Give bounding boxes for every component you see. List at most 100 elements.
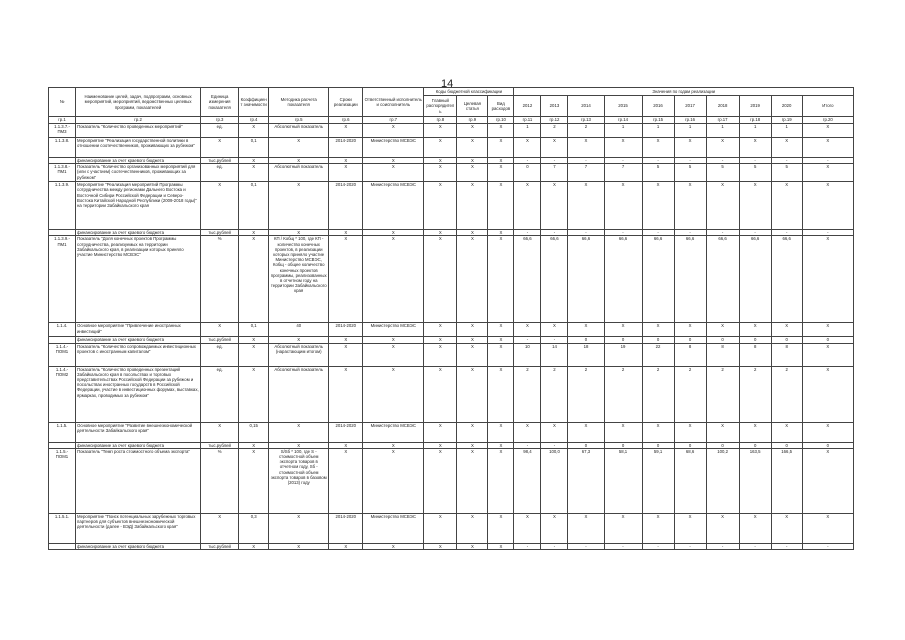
table-cell: X: [513, 512, 542, 544]
table-cell: 1.1.3.7.-ПМ3: [47, 123, 77, 138]
table-cell: 1.1.3.8.: [47, 137, 77, 158]
table-cell: X: [456, 421, 489, 443]
table-cell: X: [328, 542, 364, 551]
table-cell: X: [567, 322, 605, 338]
table-cell: X: [362, 123, 425, 138]
table-cell: X: [238, 163, 270, 183]
table-cell: 0: [673, 336, 707, 344]
table-cell: 1.1.4.: [47, 322, 77, 338]
table-cell: X: [801, 365, 855, 423]
table-cell: Абсолютный показатель: [268, 163, 330, 183]
table-cell: Абсолютный показатель (нарастающим итого…: [268, 342, 330, 367]
table-cell: Показатель "Темп роста стоимостного объе…: [75, 447, 202, 514]
table-cell: ед.: [200, 342, 240, 367]
table-cell: финансирование за счет краевого бюджета: [75, 156, 202, 165]
table-cell: 1: [738, 123, 772, 138]
header-year-2012: 2012: [513, 95, 542, 117]
table-cell: X: [423, 421, 458, 443]
table-cell: 7: [567, 163, 605, 183]
table-cell: X: [200, 421, 240, 443]
table-cell: X: [603, 421, 643, 443]
table-cell: X: [328, 235, 364, 324]
table-cell: 0: [801, 336, 855, 344]
table-cell: тыс.рублей: [200, 441, 240, 449]
table-cell: X: [268, 512, 330, 544]
table-cell: %: [200, 235, 240, 324]
table-cell: X: [362, 235, 425, 324]
table-row: финансирование за счет краевого бюджета т…: [47, 542, 855, 551]
table-cell: X: [362, 441, 425, 449]
table-cell: X: [487, 447, 515, 514]
table-cell: X: [705, 137, 740, 158]
table-cell: 2014-2020: [328, 137, 364, 158]
table-cell: X: [487, 229, 515, 237]
table-cell: 8: [673, 342, 707, 367]
table-cell: X: [362, 342, 425, 367]
header-year-2018: 2018: [705, 95, 740, 117]
table-cell: X: [423, 342, 458, 367]
table-cell: Мероприятие "Реализация государственной …: [75, 137, 202, 158]
table-cell: X: [770, 137, 803, 158]
table-cell: X: [200, 181, 240, 231]
column-number: гр.2: [75, 116, 202, 124]
table-cell: X: [456, 342, 489, 367]
table-cell: X: [540, 137, 569, 158]
table-cell: 0,1: [238, 181, 270, 231]
table-cell: Основное мероприятие "Привлечение иностр…: [75, 322, 202, 338]
table-cell: Абсолютный показатель: [268, 123, 330, 138]
column-number: гр.13: [567, 116, 605, 124]
table-cell: X: [513, 137, 542, 158]
table-cell: Министерство МСВЭС: [362, 137, 425, 158]
table-cell: 2: [540, 365, 569, 423]
table-cell: X: [513, 322, 542, 338]
column-number: гр.16: [673, 116, 707, 124]
table-cell: X: [268, 181, 330, 231]
table-cell: -: [641, 542, 675, 551]
table-cell: X: [770, 512, 803, 544]
table-cell: Показатель "Количество сопровождаемых ин…: [75, 342, 202, 367]
table-cell: -: [603, 542, 643, 551]
column-number: гр.18: [738, 116, 772, 124]
table-cell: X: [540, 181, 569, 231]
table-cell: ед.: [200, 163, 240, 183]
table-cell: X: [673, 181, 707, 231]
table-cell: X: [456, 365, 489, 423]
table-cell: X: [567, 181, 605, 231]
table-cell: X: [487, 336, 515, 344]
table-cell: 7: [603, 163, 643, 183]
table-cell: 10: [513, 342, 542, 367]
column-number: гр.19: [770, 116, 803, 124]
header-year-2014: 2014: [567, 95, 605, 117]
table-cell: X: [456, 163, 489, 183]
header-num: №: [47, 87, 77, 117]
table-cell: X: [268, 137, 330, 158]
table-cell: 2014-2020: [328, 421, 364, 443]
table-cell: 66,6: [673, 235, 707, 324]
table-cell: X: [673, 322, 707, 338]
table-cell: Показатель "Количество организованных ме…: [75, 163, 202, 183]
table-cell: 98,4: [513, 447, 542, 514]
table-cell: X: [456, 542, 489, 551]
column-number: гр.4: [238, 116, 270, 124]
table-cell: X: [362, 447, 425, 514]
table-cell: X: [362, 229, 425, 237]
table-cell: 1.1.3.8.-ПМ1: [47, 163, 77, 183]
program-indicators-table: № Наименование целей, задач, подпрограмм…: [47, 87, 855, 551]
table-cell: 2: [513, 365, 542, 423]
table-cell: 1.1.5.: [47, 421, 77, 443]
column-number: гр.15: [641, 116, 675, 124]
table-cell: 5: [705, 163, 740, 183]
table-cell: 5: [738, 163, 772, 183]
table-cell: X: [487, 181, 515, 231]
table-cell: 1.1.3.9.-ПМ1: [47, 235, 77, 324]
table-cell: X: [801, 342, 855, 367]
table-cell: 0,15: [238, 421, 270, 443]
table-cell: X: [487, 342, 515, 367]
table-cell: 66,6: [738, 235, 772, 324]
column-number: гр.14: [603, 116, 643, 124]
table-cell: X: [362, 365, 425, 423]
table-cell: финансирование за счет краевого бюджета: [75, 229, 202, 237]
table-cell: 5: [770, 163, 803, 183]
table-cell: X: [801, 123, 855, 138]
table-cell: X: [487, 123, 515, 138]
